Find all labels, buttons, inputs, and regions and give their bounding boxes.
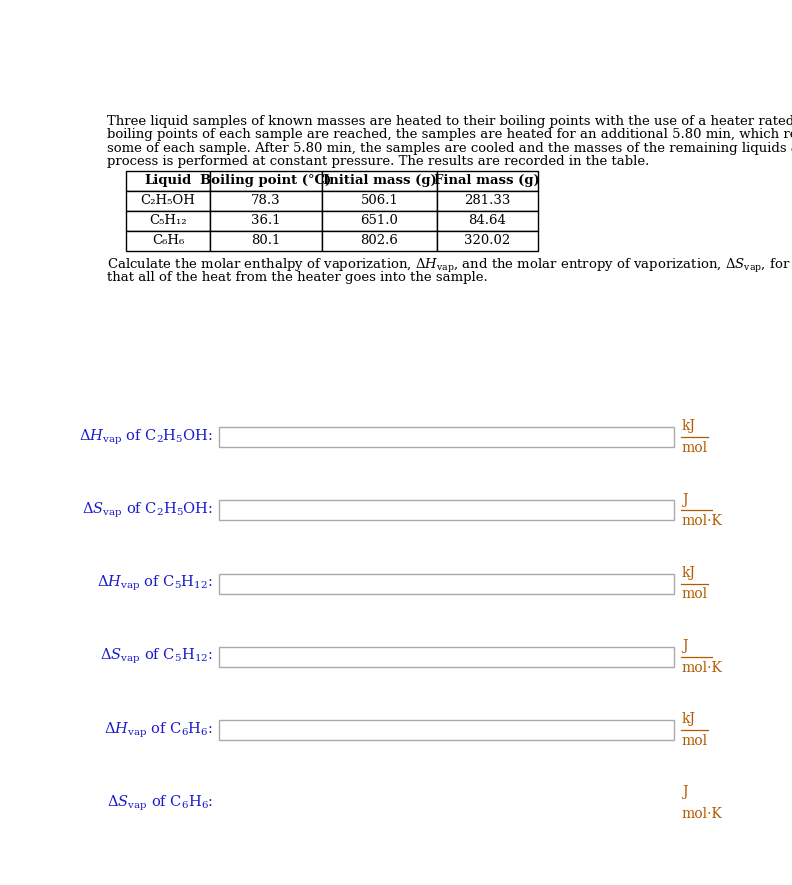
Text: $\Delta H_{\mathrm{vap}}$ of C$_6$H$_6$:: $\Delta H_{\mathrm{vap}}$ of C$_6$H$_6$: — [104, 720, 213, 740]
Bar — [437, 171, 538, 191]
Text: $\Delta S_{\mathrm{vap}}$ of C$_2$H$_5$OH:: $\Delta S_{\mathrm{vap}}$ of C$_2$H$_5$O… — [82, 501, 213, 520]
Text: $\Delta S_{\mathrm{vap}}$ of C$_5$H$_{12}$:: $\Delta S_{\mathrm{vap}}$ of C$_5$H$_{12… — [100, 647, 213, 666]
Text: $\Delta H_{\mathrm{vap}}$ of C$_2$H$_5$OH:: $\Delta H_{\mathrm{vap}}$ of C$_2$H$_5$O… — [79, 427, 213, 447]
Bar — [322, 211, 437, 231]
Text: boiling points of each sample are reached, the samples are heated for an additio: boiling points of each sample are reache… — [107, 128, 792, 141]
Text: process is performed at constant pressure. The results are recorded in the table: process is performed at constant pressur… — [107, 155, 649, 168]
Text: 320.02: 320.02 — [464, 235, 510, 248]
Text: Final mass (g): Final mass (g) — [434, 174, 540, 188]
Text: J: J — [682, 639, 687, 653]
Text: 506.1: 506.1 — [360, 195, 398, 207]
Bar — [210, 211, 322, 231]
Bar — [437, 211, 538, 231]
Text: some of each sample. After 5.80 min, the samples are cooled and the masses of th: some of each sample. After 5.80 min, the… — [107, 142, 792, 155]
Bar — [219, 573, 674, 594]
Text: kJ: kJ — [682, 419, 696, 434]
Text: mol·K: mol·K — [682, 807, 722, 821]
Text: mol·K: mol·K — [682, 514, 722, 528]
Text: Liquid: Liquid — [144, 174, 192, 188]
Bar — [437, 191, 538, 211]
Bar — [219, 720, 674, 740]
Text: mol·K: mol·K — [682, 660, 722, 674]
Text: 281.33: 281.33 — [464, 195, 511, 207]
Text: C₂H₅OH: C₂H₅OH — [140, 195, 196, 207]
Bar — [126, 211, 210, 231]
Text: 84.64: 84.64 — [468, 214, 506, 227]
Bar — [210, 231, 322, 251]
Text: mol: mol — [682, 441, 708, 455]
Bar — [219, 647, 674, 666]
Text: kJ: kJ — [682, 712, 696, 726]
Bar — [210, 171, 322, 191]
Text: Three liquid samples of known masses are heated to their boiling points with the: Three liquid samples of known masses are… — [107, 115, 792, 127]
Bar — [322, 191, 437, 211]
Bar — [219, 427, 674, 447]
Bar — [219, 500, 674, 520]
Text: $\Delta S_{\mathrm{vap}}$ of C$_6$H$_6$:: $\Delta S_{\mathrm{vap}}$ of C$_6$H$_6$: — [107, 793, 213, 812]
Text: 651.0: 651.0 — [360, 214, 398, 227]
Bar — [322, 231, 437, 251]
Text: J: J — [682, 785, 687, 799]
Bar — [210, 191, 322, 211]
Bar — [219, 793, 674, 813]
Text: mol: mol — [682, 734, 708, 748]
Text: 80.1: 80.1 — [251, 235, 280, 248]
Text: C₆H₆: C₆H₆ — [152, 235, 184, 248]
Text: $\Delta H_{\mathrm{vap}}$ of C$_5$H$_{12}$:: $\Delta H_{\mathrm{vap}}$ of C$_5$H$_{12… — [97, 574, 213, 593]
Bar — [126, 231, 210, 251]
Text: C₅H₁₂: C₅H₁₂ — [149, 214, 187, 227]
Text: 78.3: 78.3 — [251, 195, 281, 207]
Bar — [126, 171, 210, 191]
Bar — [437, 231, 538, 251]
Text: mol: mol — [682, 588, 708, 602]
Bar — [126, 191, 210, 211]
Text: 36.1: 36.1 — [251, 214, 281, 227]
Text: that all of the heat from the heater goes into the sample.: that all of the heat from the heater goe… — [107, 271, 488, 283]
Text: J: J — [682, 493, 687, 506]
Text: Initial mass (g): Initial mass (g) — [322, 174, 436, 188]
Text: Boiling point (°C): Boiling point (°C) — [200, 174, 332, 188]
Text: 802.6: 802.6 — [360, 235, 398, 248]
Text: kJ: kJ — [682, 566, 696, 580]
Bar — [322, 171, 437, 191]
Text: Calculate the molar enthalpy of vaporization, $\Delta H_{\mathrm{vap}}$, and the: Calculate the molar enthalpy of vaporiza… — [107, 258, 792, 275]
